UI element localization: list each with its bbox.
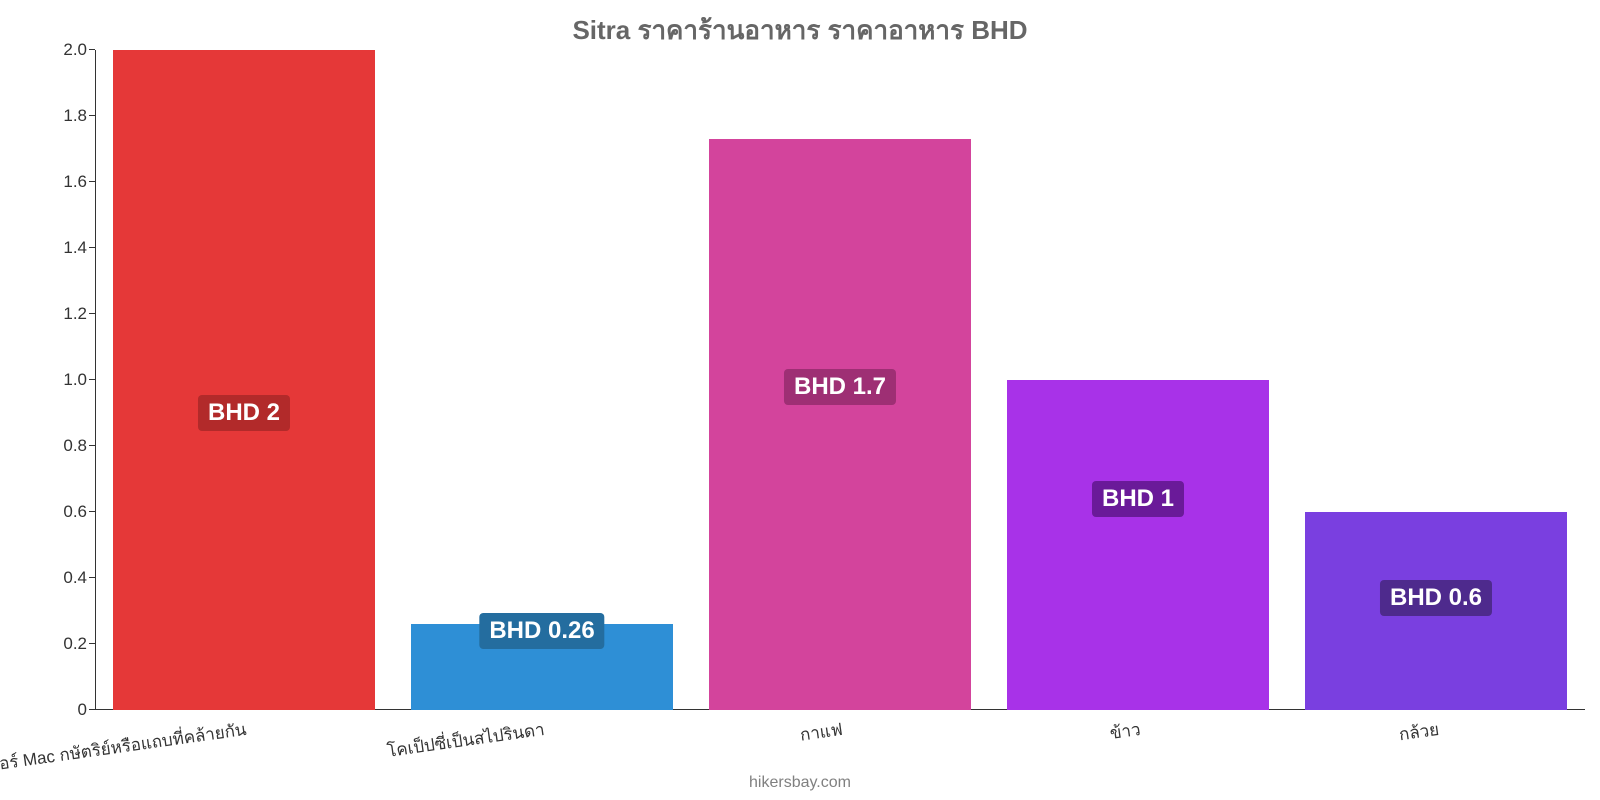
- y-tick-label: 1.8: [63, 106, 95, 126]
- y-tick-label: 1.2: [63, 304, 95, 324]
- bar: [113, 50, 375, 710]
- price-bar-chart: Sitra ราคาร้านอาหาร ราคาอาหาร BHD 00.20.…: [0, 0, 1600, 800]
- bar: [1007, 380, 1269, 710]
- y-tick-label: 0.6: [63, 502, 95, 522]
- bar-value-label: BHD 1.7: [784, 369, 896, 405]
- y-tick-label: 1.4: [63, 238, 95, 258]
- category-label: กล้วย: [1397, 716, 1441, 748]
- y-tick-label: 0.2: [63, 634, 95, 654]
- y-axis-line: [95, 50, 96, 710]
- y-tick-label: 1.0: [63, 370, 95, 390]
- chart-credit: hikersbay.com: [749, 774, 851, 792]
- y-tick-label: 2.0: [63, 40, 95, 60]
- category-label: เบอร์เกอร์ Mac กษัตริย์หรือแถบที่คล้ายกั…: [0, 716, 249, 785]
- plot-area: 00.20.40.60.81.01.21.41.61.82.0BHD 2เบอร…: [95, 50, 1585, 710]
- y-tick-label: 0.4: [63, 568, 95, 588]
- bar: [709, 139, 971, 710]
- bar-value-label: BHD 0.26: [479, 613, 604, 649]
- category-label: โคเป็ปซี่เป็นสไปรินดา: [386, 716, 547, 765]
- category-label: ข้าว: [1108, 716, 1142, 747]
- chart-title: Sitra ราคาร้านอาหาร ราคาอาหาร BHD: [0, 10, 1600, 51]
- category-label: กาแฟ: [798, 716, 844, 749]
- y-tick-label: 1.6: [63, 172, 95, 192]
- bar-value-label: BHD 0.6: [1380, 580, 1492, 616]
- y-tick-label: 0: [78, 700, 95, 720]
- bar-value-label: BHD 2: [198, 395, 290, 431]
- y-tick-label: 0.8: [63, 436, 95, 456]
- bar-value-label: BHD 1: [1092, 481, 1184, 517]
